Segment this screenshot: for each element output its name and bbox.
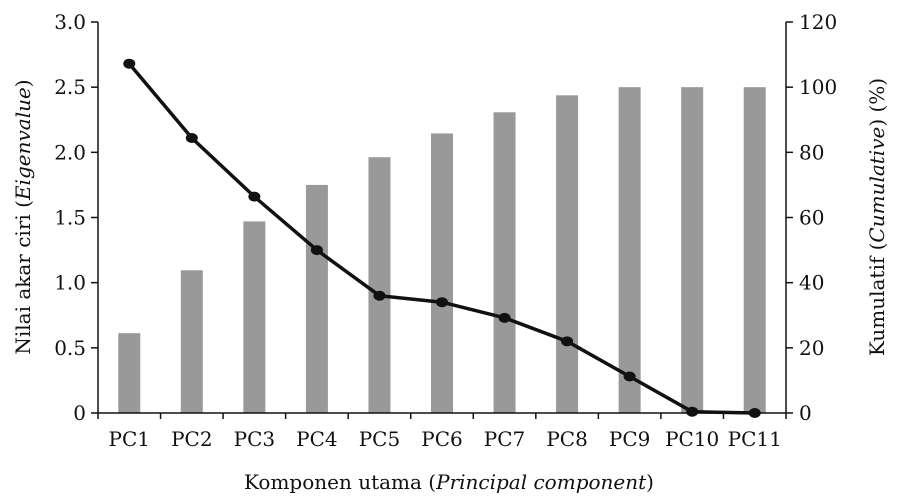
left-y-axis-title: Nilai akar ciri (Eigenvalue) [11, 79, 35, 354]
eigenvalue-point-pc6 [436, 297, 448, 308]
bar-pc8 [556, 95, 579, 413]
bar-pc3 [243, 221, 266, 413]
eigenvalue-point-pc4 [310, 245, 323, 256]
x-tick-label: PC1 [109, 427, 150, 451]
bar-series [118, 87, 766, 414]
axes [91, 21, 793, 419]
bar-pc1 [118, 333, 141, 413]
x-axis-title: Komponen utama (Principal component) [244, 470, 654, 494]
left-tick-label: 2.5 [54, 75, 86, 99]
x-tick-label: PC11 [728, 427, 782, 451]
right-tick-label: 100 [799, 75, 837, 99]
bar-pc4 [305, 184, 328, 413]
right-tick-label: 80 [799, 140, 824, 164]
right-tick-label: 120 [799, 10, 837, 34]
left-tick-label: 1.0 [54, 271, 86, 295]
left-tick-label: 0.5 [54, 336, 86, 360]
line-series [123, 58, 761, 418]
x-tick-label: PC3 [234, 427, 275, 451]
tick-labels: 0 0.5 1.0 1.5 2.0 2.5 3.0 0 20 40 60 80 100 120 PC1 PC2… [54, 10, 837, 451]
right-tick-label: 20 [799, 336, 824, 360]
eigenvalue-point-pc11 [748, 408, 761, 418]
left-tick-label: 0 [73, 401, 86, 425]
eigenvalue-point-pc3 [248, 191, 261, 202]
eigenvalue-point-pc2 [185, 132, 198, 143]
eigenvalue-point-pc10 [686, 406, 699, 417]
bar-pc6 [431, 133, 453, 413]
left-tick-label: 3.0 [54, 10, 86, 34]
x-tick-label: PC5 [359, 427, 400, 451]
right-tick-label: 40 [799, 271, 824, 295]
eigenvalue-point-pc9 [623, 371, 636, 382]
bar-pc9 [618, 87, 641, 414]
eigenvalue-point-pc5 [373, 290, 386, 301]
eigenvalue-point-pc8 [561, 336, 574, 347]
x-tick-label: PC2 [171, 427, 212, 451]
x-tick-label: PC7 [484, 427, 525, 451]
bar-pc11 [743, 87, 766, 414]
x-tick-label: PC6 [421, 427, 462, 451]
eigenvalue-point-pc7 [498, 312, 511, 323]
bar-pc2 [180, 270, 203, 413]
x-tick-label: PC10 [665, 427, 719, 451]
left-tick-label: 1.5 [54, 206, 86, 230]
right-tick-label: 0 [799, 401, 812, 425]
right-tick-label: 60 [799, 206, 824, 230]
bar-pc10 [681, 87, 704, 414]
x-tick-label: PC8 [546, 427, 587, 451]
eigenvalue-point-pc1 [123, 58, 136, 69]
x-tick-label: PC4 [296, 427, 337, 451]
bar-pc5 [368, 157, 391, 413]
left-tick-label: 2.0 [54, 140, 86, 164]
x-tick-label: PC9 [609, 427, 650, 451]
bar-pc7 [493, 112, 516, 414]
right-y-axis-title: Kumulatif (Cumulative) (%) [865, 78, 889, 356]
